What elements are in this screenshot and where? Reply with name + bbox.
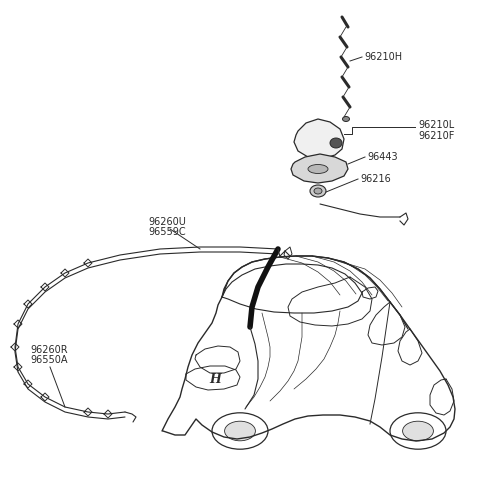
Ellipse shape (212, 413, 268, 449)
Polygon shape (291, 155, 348, 184)
Ellipse shape (403, 421, 433, 441)
Polygon shape (294, 120, 344, 160)
Ellipse shape (330, 139, 342, 149)
Text: 96210L: 96210L (418, 120, 454, 130)
Text: 96260U: 96260U (148, 216, 186, 227)
Ellipse shape (225, 421, 255, 441)
Text: H: H (209, 373, 221, 386)
Text: 96559C: 96559C (148, 227, 186, 237)
Text: 96210H: 96210H (364, 52, 402, 62)
Text: 96443: 96443 (367, 152, 397, 162)
Text: 96260R: 96260R (30, 344, 68, 354)
Ellipse shape (310, 186, 326, 198)
Ellipse shape (343, 117, 349, 122)
Text: 96210F: 96210F (418, 131, 455, 141)
Text: 96550A: 96550A (30, 354, 68, 364)
Ellipse shape (308, 165, 328, 174)
Ellipse shape (314, 189, 322, 194)
Ellipse shape (390, 413, 446, 449)
Text: 96216: 96216 (360, 174, 391, 184)
